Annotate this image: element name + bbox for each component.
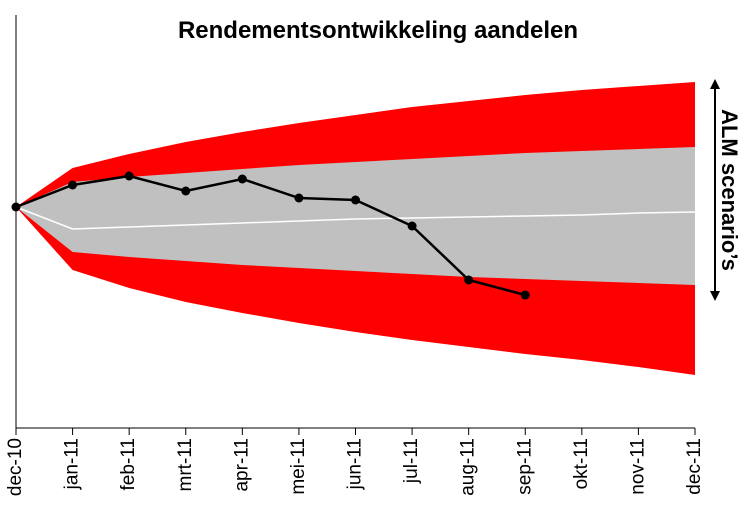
series-line: [15, 206, 696, 230]
data-point: [237, 174, 247, 184]
data-point: [407, 221, 417, 231]
x-tick-label: sep-11: [514, 438, 535, 495]
data-point: [351, 195, 360, 205]
x-tick-label: jul-11: [401, 438, 422, 484]
annotation: ALM scenario’s: [717, 109, 742, 271]
data-point: [124, 171, 134, 181]
x-tick-label: feb-11: [118, 438, 139, 490]
fan-band: [16, 147, 695, 285]
x-tick-label: dec-11: [684, 438, 705, 495]
x-tick-label: mrt-11: [175, 438, 196, 491]
chart-title: Rendementsontwikkeling aandelen: [178, 17, 578, 44]
x-tick-label: dec-10: [5, 438, 26, 496]
x-tick-label: aug-11: [458, 438, 479, 496]
x-tick-label: nov-11: [627, 438, 648, 495]
x-tick-label: okt-11: [571, 438, 592, 489]
x-tick-label: mei-11: [288, 438, 309, 495]
x-tick-label: jan-11: [62, 438, 83, 490]
data-point: [520, 290, 530, 300]
data-point: [294, 193, 304, 203]
x-tick-label: apr-11: [231, 438, 252, 492]
data-point: [181, 186, 191, 196]
series-line: [15, 174, 526, 297]
x-tick-label: jun-11: [345, 438, 366, 490]
data-point: [464, 275, 474, 285]
data-point: [68, 180, 78, 190]
